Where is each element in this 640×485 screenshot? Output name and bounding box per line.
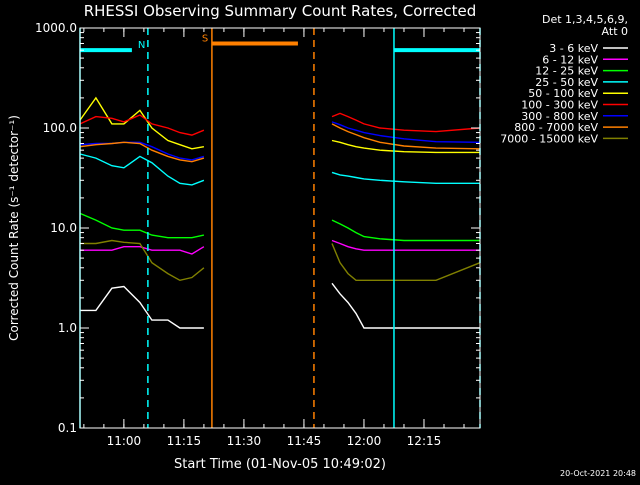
series-line-0-segment-0 [80,285,204,329]
annotation-label-0: N [138,40,145,51]
legend-label: 50 - 100 keV [528,87,598,100]
series-line-6-segment-1 [331,121,481,143]
series-line-1-segment-1 [331,239,480,251]
series-line-0-segment-1 [331,282,480,329]
legend-label: 100 - 300 keV [521,99,598,112]
y-tick-label: 100.0 [43,121,77,135]
legend-label: 6 - 12 keV [542,53,598,66]
legend-label: 12 - 25 keV [535,65,598,78]
series-line-2-segment-1 [331,219,480,242]
y-axis-label: Corrected Count Rate (s⁻¹ detector⁻¹) [7,115,21,341]
series-line-5-segment-0 [79,114,205,136]
series-line-5-segment-1 [331,112,481,133]
series-line-3-segment-0 [79,153,205,186]
legend-label: 300 - 800 keV [521,110,598,123]
y-tick-label: 0.1 [58,421,77,435]
series-line-7-segment-0 [79,141,205,163]
axes: 0.1 1.0 10.0 100.0 1000.0 11:00 11:15 11:30 11:4… [35,21,481,448]
x-tick-label: 12:00 [347,434,382,448]
legend-label: 800 - 7000 keV [514,121,598,134]
x-tick-label: 11:30 [227,434,262,448]
legend-label: 7000 - 15000 keV [500,132,598,145]
series-line-2-segment-0 [79,212,205,239]
legend-header: Det 1,3,4,5,6,9, [542,13,628,26]
y-tick-label: 10.0 [50,221,77,235]
y-tick-label: 1.0 [58,321,77,335]
x-tick-label: 11:15 [167,434,202,448]
series-line-8-segment-1 [331,243,481,281]
series-line-4-segment-0 [79,96,205,150]
series-line-4-segment-1 [331,139,480,154]
legend-label: 3 - 6 keV [549,42,598,55]
annotation-label-2: S [202,33,208,44]
legend-header: Att 0 [602,25,628,38]
series-line-1-segment-0 [80,245,205,255]
series-line-8-segment-0 [80,239,205,282]
footer-date: 20-Oct-2021 20:48 [560,469,636,478]
x-axis-label: Start Time (01-Nov-05 10:49:02) [174,457,386,472]
series-line-7-segment-1 [331,123,481,150]
x-tick-label: 11:00 [107,434,142,448]
plot-area: NS [79,28,481,428]
x-tick-label: 11:45 [287,434,322,448]
legend-label: 25 - 50 keV [535,76,598,89]
x-tick-label: 12:15 [407,434,442,448]
series-line-3-segment-1 [331,171,480,185]
plot-frame [79,27,481,429]
chart-title: RHESSI Observing Summary Count Rates, Co… [84,2,477,20]
y-tick-label: 1000.0 [35,21,77,35]
